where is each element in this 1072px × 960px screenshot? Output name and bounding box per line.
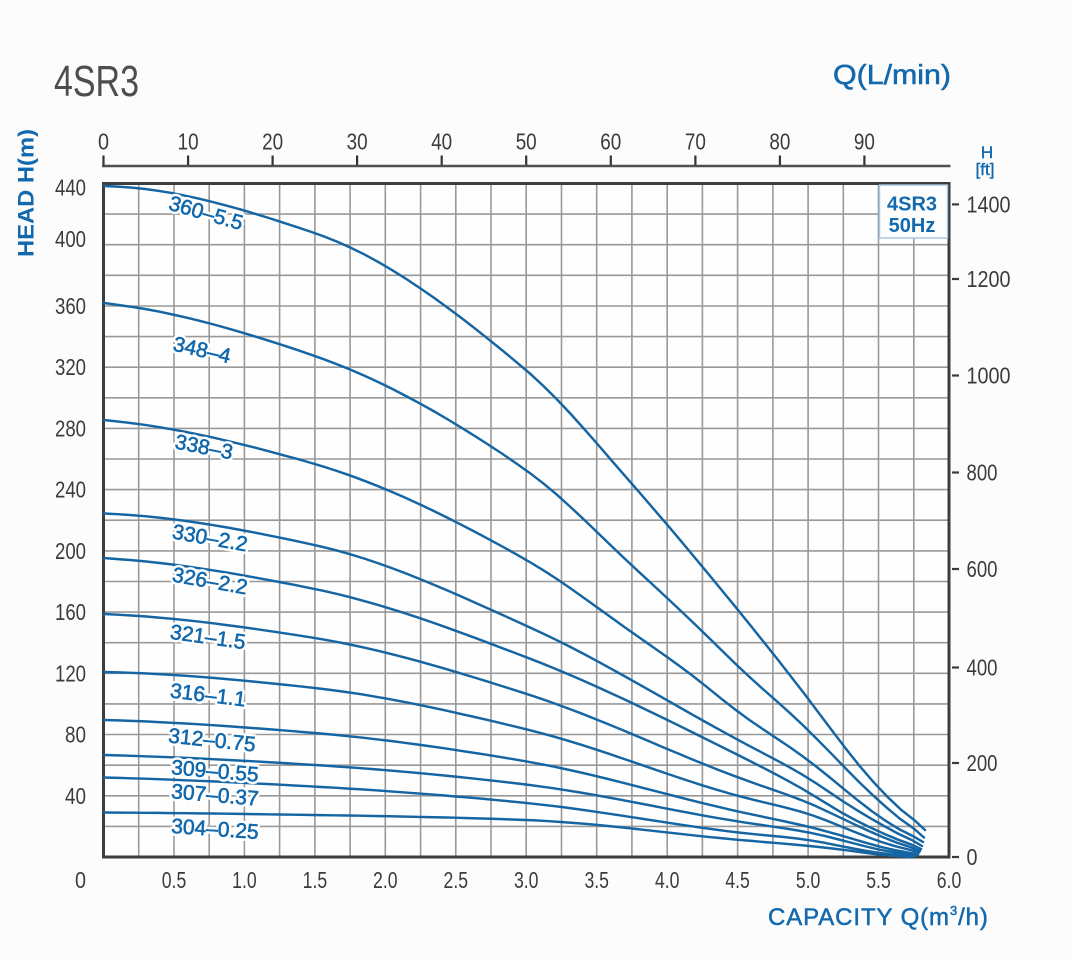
svg-text:1400: 1400	[967, 191, 1011, 217]
svg-text:360: 360	[55, 293, 86, 319]
svg-text:50Hz: 50Hz	[889, 215, 936, 237]
svg-text:440: 440	[55, 175, 86, 201]
svg-text:H: H	[981, 143, 993, 162]
svg-text:400: 400	[55, 226, 86, 252]
svg-text:3.5: 3.5	[584, 867, 609, 893]
svg-text:80: 80	[769, 129, 790, 155]
svg-text:4.5: 4.5	[725, 867, 750, 893]
svg-text:5.5: 5.5	[866, 867, 891, 893]
svg-text:200: 200	[55, 538, 86, 564]
svg-text:1000: 1000	[967, 363, 1011, 389]
svg-text:1.0: 1.0	[232, 867, 257, 893]
svg-text:400: 400	[967, 655, 998, 681]
svg-text:160: 160	[55, 599, 86, 625]
svg-text:304–0.25: 304–0.25	[170, 815, 259, 844]
svg-text:4SR3: 4SR3	[887, 194, 937, 216]
svg-text:320: 320	[55, 354, 86, 380]
svg-text:60: 60	[600, 129, 621, 155]
svg-text:2.5: 2.5	[444, 867, 469, 893]
svg-text:HEAD H(m): HEAD H(m)	[14, 129, 39, 257]
svg-text:0: 0	[967, 844, 978, 870]
svg-text:200: 200	[967, 750, 998, 776]
svg-text:10: 10	[178, 129, 199, 155]
svg-text:5.0: 5.0	[796, 867, 821, 893]
svg-text:80: 80	[65, 722, 86, 748]
svg-text:20: 20	[262, 129, 283, 155]
svg-text:800: 800	[967, 460, 998, 486]
svg-text:4.0: 4.0	[655, 867, 680, 893]
svg-text:3.0: 3.0	[514, 867, 539, 893]
svg-text:1200: 1200	[967, 266, 1011, 292]
svg-text:4SR3: 4SR3	[54, 57, 139, 106]
svg-text:90: 90	[854, 129, 875, 155]
svg-text:1.5: 1.5	[303, 867, 328, 893]
svg-text:120: 120	[55, 660, 86, 686]
svg-text:0: 0	[75, 867, 86, 893]
svg-text:50: 50	[516, 129, 537, 155]
svg-text:0.5: 0.5	[162, 867, 187, 893]
svg-text:600: 600	[967, 556, 998, 582]
svg-text:240: 240	[55, 477, 86, 503]
svg-text:40: 40	[65, 783, 86, 809]
svg-text:40: 40	[431, 129, 452, 155]
svg-text:280: 280	[55, 415, 86, 441]
svg-text:6.0: 6.0	[937, 867, 962, 893]
svg-text:CAPACITY Q(m3/h): CAPACITY Q(m3/h)	[768, 903, 989, 931]
svg-text:70: 70	[685, 129, 706, 155]
svg-text:30: 30	[347, 129, 368, 155]
svg-text:Q(L/min): Q(L/min)	[833, 59, 951, 90]
svg-text:0: 0	[98, 129, 109, 155]
svg-text:[ft]: [ft]	[976, 160, 995, 179]
svg-text:2.0: 2.0	[373, 867, 398, 893]
